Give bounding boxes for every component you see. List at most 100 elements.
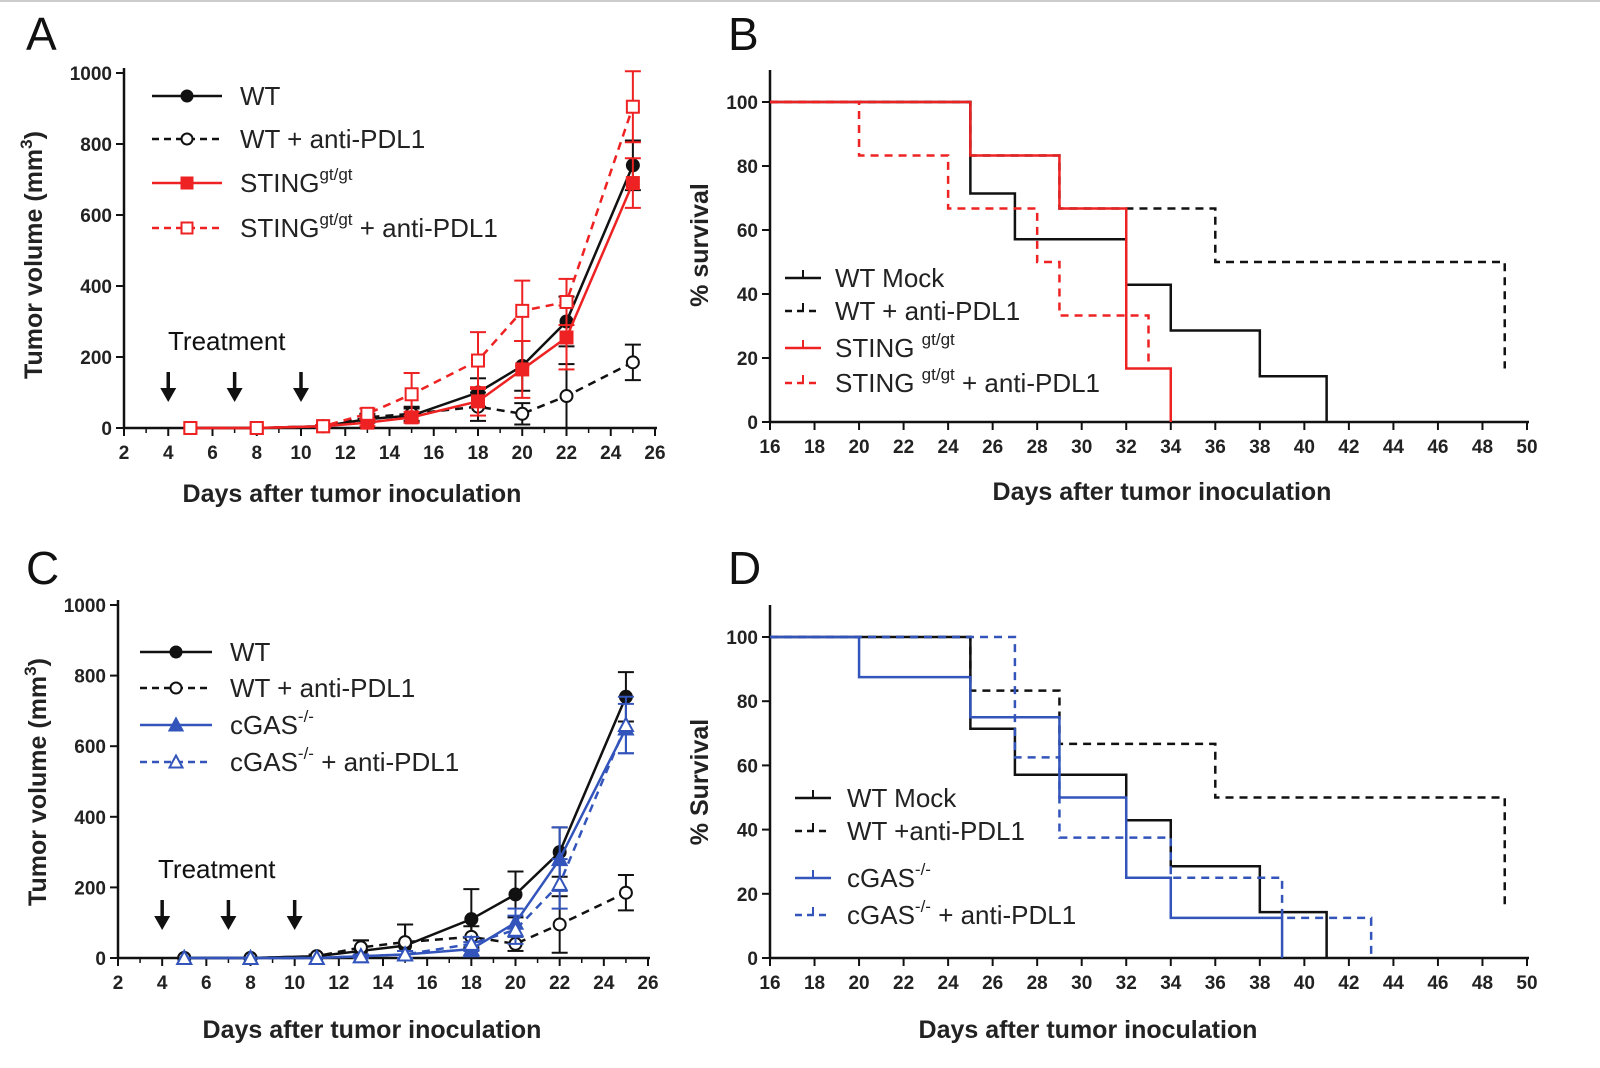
data-point <box>515 303 530 318</box>
x-tick-label: 14 <box>372 973 394 994</box>
x-tick-label: 26 <box>637 973 658 994</box>
data-point <box>506 920 525 937</box>
data-point <box>625 355 640 370</box>
data-point <box>625 99 640 114</box>
legend-label-superscript: -/- <box>298 707 314 726</box>
data-point <box>180 176 194 190</box>
data-point <box>360 406 375 421</box>
data-point <box>471 394 485 409</box>
legend-label-main: STING <box>240 168 319 198</box>
legend-label: WT + anti-PDL1 <box>240 124 425 154</box>
data-point <box>515 406 530 421</box>
legend-label: cGAS-/- + anti-PDL1 <box>230 744 459 777</box>
y-axis-title: % survival <box>686 183 714 307</box>
x-tick-label: 4 <box>157 973 168 994</box>
legend-label-superscript: gt/gt <box>922 330 955 349</box>
x-tick-label: 4 <box>163 443 174 464</box>
y-axis-title: Tumor volume (mm3) <box>21 658 52 906</box>
data-point <box>515 362 530 377</box>
x-tick-label: 26 <box>982 437 1003 458</box>
series-line <box>184 724 628 960</box>
x-tick-label: 40 <box>1294 973 1315 994</box>
data-point <box>550 874 569 891</box>
legend-label: WT + anti-PDL1 <box>230 673 415 703</box>
data-point <box>352 947 370 964</box>
treatment-arrow-head <box>154 916 171 930</box>
panel-letter: C <box>26 542 59 594</box>
panel-letter: A <box>26 8 57 60</box>
y-tick-label: 100 <box>726 93 758 114</box>
legend-label-superscript: -/- <box>915 860 931 879</box>
x-tick-label: 34 <box>1160 973 1182 994</box>
legend-label: WT + anti-PDL1 <box>835 296 1020 326</box>
legend-label: STINGgt/gt <box>240 165 353 198</box>
y-tick-label: 600 <box>80 206 112 227</box>
legend-label-superscript: gt/gt <box>922 365 955 384</box>
legend-item: cGAS-/- <box>140 707 314 740</box>
data-point <box>552 917 567 932</box>
legend-label-main: WT +anti-PDL1 <box>847 816 1025 846</box>
x-tick-label: 26 <box>644 443 665 464</box>
data-point <box>464 912 479 927</box>
x-tick-label: 18 <box>804 437 825 458</box>
legend-item: WT + anti-PDL1 <box>785 296 1020 326</box>
x-axis-title: Days after tumor inoculation <box>203 1016 542 1044</box>
treatment-arrow-head <box>293 388 309 402</box>
legend-item: STING gt/gt + anti-PDL1 <box>785 365 1100 398</box>
legend-item: cGAS-/- + anti-PDL1 <box>795 897 1076 930</box>
data-point <box>249 421 264 435</box>
x-tick-label: 14 <box>379 443 401 464</box>
y-tick-label: 400 <box>74 808 106 829</box>
data-point <box>169 645 183 659</box>
data-point <box>241 948 260 965</box>
y-tick-label: 80 <box>737 692 758 713</box>
y-tick-label: 0 <box>747 413 758 434</box>
legend-item: WT Mock <box>795 783 957 813</box>
y-axis-title: Tumor volume (mm3) <box>17 131 48 379</box>
x-tick-label: 6 <box>207 443 218 464</box>
x-tick-label: 50 <box>1516 973 1537 994</box>
panel-letter: D <box>728 542 761 594</box>
x-tick-label: 8 <box>245 973 256 994</box>
survival-curve <box>770 100 1150 369</box>
legend-item: cGAS-/- <box>795 860 931 893</box>
legend-label: cGAS-/- + anti-PDL1 <box>847 897 1076 930</box>
x-tick-label: 36 <box>1205 437 1226 458</box>
treatment-arrow-head <box>220 916 237 930</box>
legend-label-superscript: gt/gt <box>319 210 352 229</box>
series-sting-gt-gt-anti-pdl1 <box>770 100 1150 369</box>
x-tick-label: 30 <box>1071 973 1092 994</box>
y-tick-label: 60 <box>737 221 758 242</box>
y-tick-label: 200 <box>74 878 106 899</box>
legend-label-main: cGAS <box>847 863 915 893</box>
legend-label: STING gt/gt + anti-PDL1 <box>835 365 1100 398</box>
x-tick-label: 16 <box>759 973 780 994</box>
treatment-arrow-head <box>286 916 303 930</box>
treatment-annotation: Treatment <box>158 854 276 884</box>
x-tick-label: 20 <box>848 973 869 994</box>
x-tick-label: 42 <box>1338 973 1359 994</box>
x-tick-label: 16 <box>423 443 444 464</box>
x-tick-label: 10 <box>290 443 311 464</box>
x-tick-label: 20 <box>512 443 533 464</box>
x-tick-label: 2 <box>119 443 130 464</box>
data-point <box>180 89 194 103</box>
legend-item: STING gt/gt <box>785 330 955 363</box>
survival-curve <box>770 100 1173 422</box>
x-tick-label: 16 <box>417 973 438 994</box>
treatment-arrow-head <box>160 388 177 402</box>
x-axis-title: Days after tumor inoculation <box>183 480 522 508</box>
legend-label-superscript: -/- <box>298 744 314 763</box>
x-tick-label: 18 <box>461 973 482 994</box>
y-tick-label: 20 <box>737 885 758 906</box>
y-tick-label: 0 <box>101 419 112 440</box>
x-tick-label: 24 <box>938 973 960 994</box>
y-tick-label: 20 <box>737 349 758 370</box>
y-tick-label: 0 <box>747 949 758 970</box>
x-tick-label: 22 <box>893 437 914 458</box>
data-point <box>167 716 185 732</box>
x-tick-label: 20 <box>505 973 526 994</box>
x-tick-label: 8 <box>251 443 262 464</box>
legend-label: WT +anti-PDL1 <box>847 816 1025 846</box>
legend-label-main: cGAS <box>230 710 298 740</box>
